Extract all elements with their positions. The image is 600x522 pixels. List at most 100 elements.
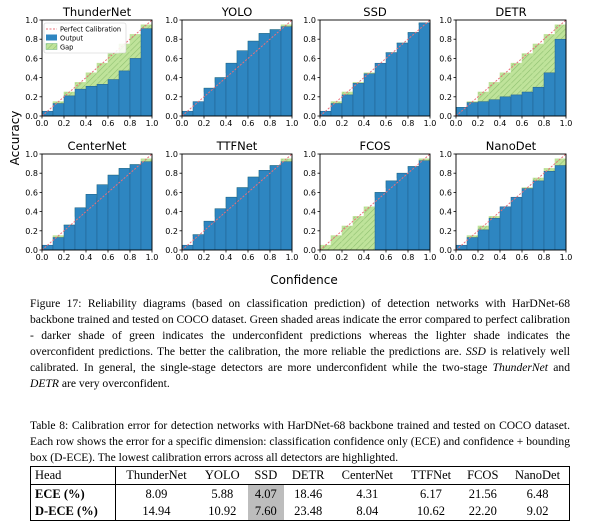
y-tick-label: 0.4 [165,74,178,83]
x-tick-label: 0.2 [58,119,71,128]
panel-title: YOLO [221,5,253,19]
x-tick-label: 0.6 [380,253,393,262]
gap-bar-overconfident [352,216,365,251]
output-bar [341,94,354,117]
figure-caption: Figure 17: Reliability diagrams (based o… [30,296,570,392]
plot-frame [181,153,293,251]
table-cell: 21.56 [468,487,497,501]
y-tick-label: 0.0 [439,246,452,255]
output-bar [85,85,98,117]
output-bar [140,28,153,117]
output-bar [118,70,131,117]
y-tick-label: 0.6 [303,188,316,197]
x-axis-label: Confidence [270,273,337,287]
x-tick-label: 0.4 [358,119,371,128]
output-bar [352,83,365,117]
figure-caption-text-3: and [548,361,570,374]
table-cell: 14.94 [115,503,197,521]
y-tick-label: 1.0 [439,150,452,159]
legend-gap-swatch [45,43,58,50]
reliability-panel: 0.0 0.2 0.4 0.6 0.8 1.0 0.0 0.2 0.4 0.6 0.8 1.0 SSD [303,5,436,128]
output-bar [499,206,512,251]
output-bar [510,196,523,251]
y-tick-label: 0.0 [439,112,452,121]
x-tick-label: 0.4 [494,119,507,128]
reliability-panel: 0.0 0.2 0.4 0.6 0.8 1.0 0.0 0.2 0.4 0.6 0.8 1.0 FCOS [303,139,436,262]
x-tick-label: 0.8 [124,119,137,128]
row-label: ECE (%) [30,484,116,503]
gap-bar-overconfident [510,62,523,96]
table-cell: 10.92 [197,503,248,521]
table-cell-highlighted: 7.60 [247,503,285,521]
x-tick-label: 0.2 [58,253,71,262]
gap-bar-overconfident [521,53,534,93]
table-header-cell: ThunderNet [115,466,197,485]
y-tick-label: 0.2 [25,227,38,236]
table-header-cell: DETR [284,466,333,485]
panel-title: TTFNet [216,139,258,153]
output-bar [455,244,468,251]
table-cell: 4.31 [356,487,379,501]
reliability-panel: 0.0 0.2 0.4 0.6 0.8 1.0 0.0 0.2 0.4 0.6 0.8 1.0 Thun… [25,5,158,128]
output-bar [532,180,545,251]
gap-bar-overconfident [319,244,332,251]
table-header-row: Head ThunderNet YOLO SSD DETR CenterNet … [30,466,571,485]
x-tick-label: 0.8 [402,119,415,128]
y-tick-label: 0.2 [165,93,178,102]
panel-title: CenterNet [68,139,127,153]
panel-title: ThunderNet [62,5,132,19]
output-bar [258,170,271,251]
output-bar [521,188,534,251]
output-bar [129,58,142,117]
x-tick-label: 0.8 [264,119,277,128]
y-tick-label: 0.2 [25,93,38,102]
y-tick-label: 0.6 [439,54,452,63]
figure-caption-text-4: are very overconfident. [58,377,170,390]
x-tick-label: 0.2 [198,253,211,262]
y-tick-label: 0.8 [303,35,316,44]
output-bar [52,103,65,117]
x-tick-label: 0.4 [358,253,371,262]
output-bar [488,99,501,117]
reliability-panel: 0.0 0.2 0.4 0.6 0.8 1.0 0.0 0.2 0.4 0.6 0.8 1.0 Cent… [25,139,158,262]
y-tick-label: 0.4 [25,74,38,83]
gap-bar-overconfident [554,24,567,40]
output-bar [396,172,409,251]
y-tick-label: 1.0 [165,150,178,159]
y-tick-label: 0.0 [165,112,178,121]
output-bar [129,164,142,251]
output-bar [181,110,194,117]
x-tick-label: 0.0 [176,253,189,262]
x-tick-label: 0.2 [336,253,349,262]
y-tick-label: 0.2 [439,227,452,236]
y-tick-label: 0.4 [303,74,316,83]
output-bar [521,91,534,117]
y-tick-label: 0.8 [303,169,316,178]
reliability-panel: 0.0 0.2 0.4 0.6 0.8 1.0 0.0 0.2 0.4 0.6 0.8 1.0 DETR [439,5,572,128]
table-cell-highlighted: 4.07 [247,484,285,503]
x-tick-label: 0.0 [36,119,49,128]
x-tick-label: 1.0 [146,119,159,128]
output-bar [269,29,282,117]
y-tick-label: 0.4 [303,208,316,217]
output-bar [385,180,398,251]
output-bar [269,165,282,251]
y-tick-label: 0.8 [165,35,178,44]
output-bar [96,184,109,251]
x-tick-label: 0.2 [472,119,485,128]
output-bar [236,187,249,251]
y-axis-label: Accuracy [8,111,22,166]
output-bar [385,52,398,117]
gap-bar-overconfident [341,225,354,251]
x-tick-label: 0.8 [264,253,277,262]
x-tick-label: 0.8 [538,119,551,128]
output-bar [107,79,120,117]
y-tick-label: 0.0 [25,112,38,121]
y-tick-label: 0.8 [165,169,178,178]
figure-caption-italic-detr: DETR [30,377,59,390]
output-bar [96,84,109,117]
plot-frame [319,153,431,251]
figure-caption-text-1: Figure 17: Reliability diagrams (based o… [30,297,570,358]
table-cell: 10.62 [402,503,460,521]
table-cell: 23.48 [284,503,333,521]
